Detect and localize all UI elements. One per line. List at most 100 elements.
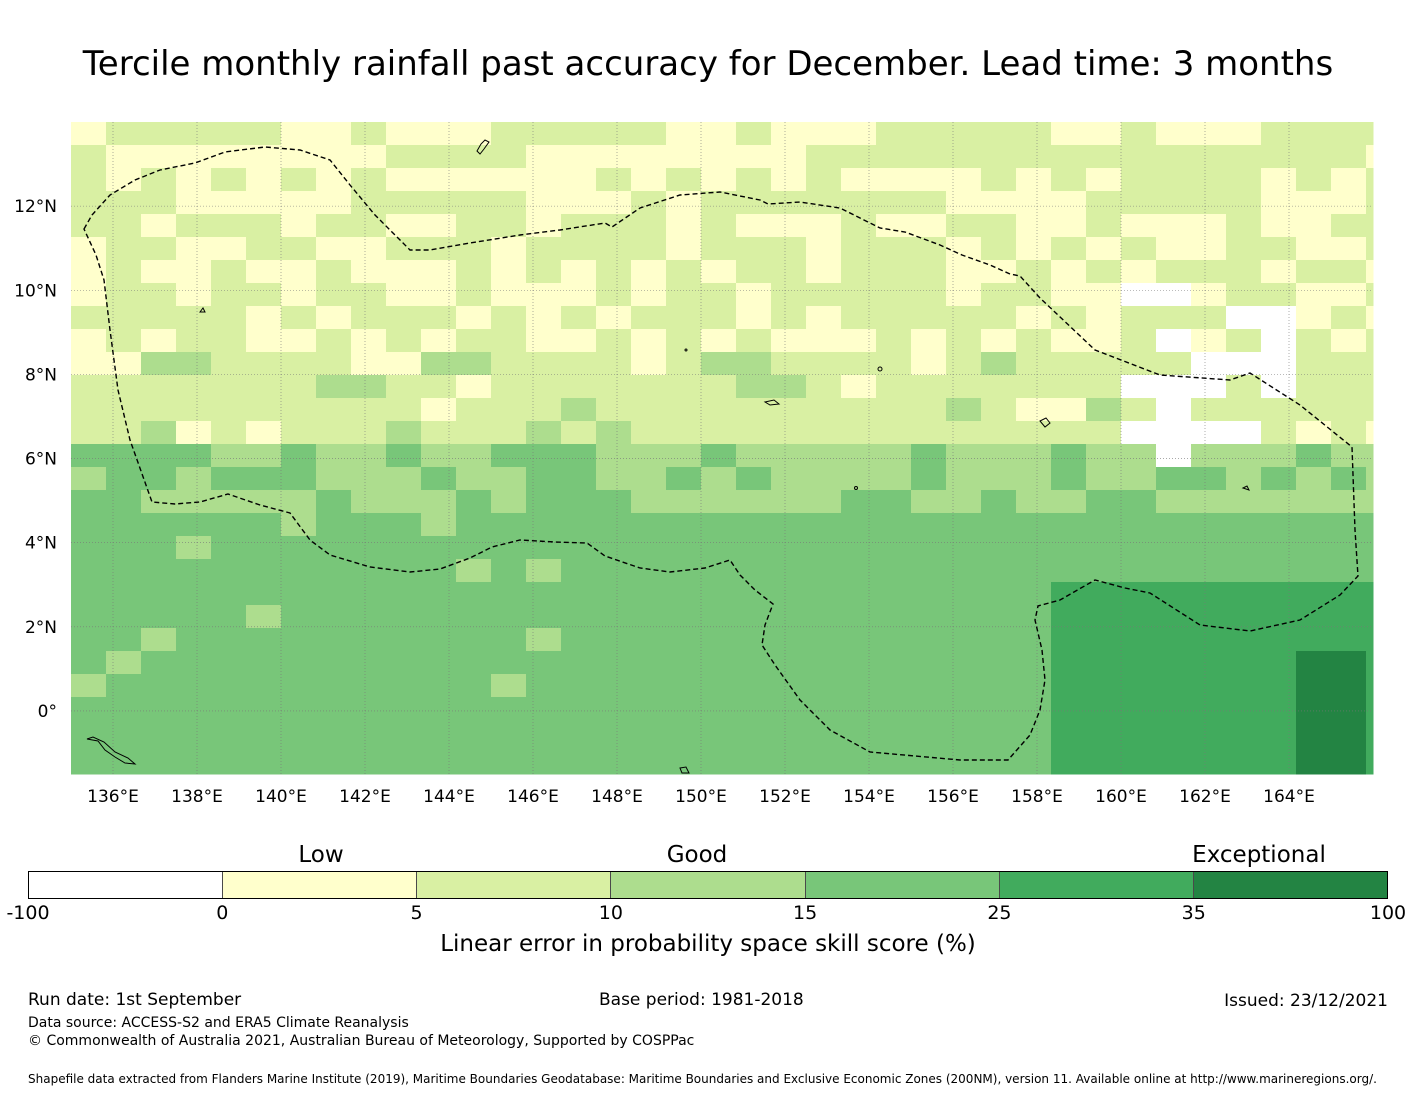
grid-cell — [211, 421, 247, 445]
grid-cell — [526, 168, 562, 192]
grid-cell — [246, 306, 282, 330]
grid-cell — [1331, 122, 1367, 146]
grid-cell — [1296, 352, 1332, 376]
grid-cell — [561, 605, 597, 629]
grid-cell — [736, 122, 772, 146]
grid-cell — [526, 467, 562, 491]
grid-cell — [246, 467, 282, 491]
grid-cell — [176, 237, 212, 261]
grid-cell — [841, 513, 877, 537]
grid-cell — [561, 375, 597, 399]
grid-cell — [176, 766, 212, 775]
grid-cell — [876, 697, 912, 721]
grid-cell — [71, 720, 107, 744]
grid-cell — [1191, 306, 1227, 330]
grid-cell — [106, 720, 142, 744]
grid-cell — [631, 168, 667, 192]
grid-cell — [526, 122, 562, 146]
grid-cell — [71, 582, 107, 606]
grid-cell — [631, 559, 667, 583]
grid-cell — [386, 697, 422, 721]
grid-cell — [876, 559, 912, 583]
grid-cell — [246, 605, 282, 629]
grid-cell — [106, 398, 142, 422]
grid-cell — [1331, 766, 1367, 775]
grid-cell — [316, 513, 352, 537]
grid-cell — [1366, 743, 1374, 767]
colorbar-tick-label: 0 — [216, 902, 229, 924]
grid-cell — [386, 237, 422, 261]
grid-cell — [1051, 743, 1087, 767]
grid-cell — [1156, 283, 1192, 307]
grid-cell — [316, 283, 352, 307]
grid-cell — [281, 122, 317, 146]
grid-cell — [1296, 122, 1332, 146]
grid-cell — [1121, 329, 1157, 353]
grid-cell — [666, 697, 702, 721]
grid-cell — [946, 145, 982, 169]
longitude-tick-label: 162°E — [1179, 787, 1231, 807]
grid-cell — [701, 329, 737, 353]
grid-cell — [1331, 697, 1367, 721]
grid-cell — [771, 628, 807, 652]
grid-cell — [71, 375, 107, 399]
grid-cell — [1121, 536, 1157, 560]
grid-cell — [666, 375, 702, 399]
grid-cell — [946, 306, 982, 330]
grid-cell — [526, 628, 562, 652]
grid-cell — [1156, 605, 1192, 629]
grid-cell — [981, 168, 1017, 192]
grid-cell — [491, 283, 527, 307]
grid-cell — [701, 674, 737, 698]
grid-cell — [596, 283, 632, 307]
grid-cell — [596, 237, 632, 261]
grid-cell — [1016, 352, 1052, 376]
grid-cell — [141, 536, 177, 560]
grid-cell — [841, 421, 877, 445]
grid-cell — [1191, 720, 1227, 744]
grid-cell — [246, 145, 282, 169]
grid-cell — [806, 697, 842, 721]
grid-cell — [141, 122, 177, 146]
grid-cell — [596, 720, 632, 744]
grid-cell — [316, 237, 352, 261]
grid-cell — [561, 582, 597, 606]
grid-cell — [316, 122, 352, 146]
grid-cell — [1366, 352, 1374, 376]
grid-cell — [316, 743, 352, 767]
latitude-tick-label: 8°N — [25, 365, 57, 385]
grid-cell — [876, 329, 912, 353]
grid-cell — [596, 191, 632, 215]
grid-cell — [1051, 766, 1087, 775]
grid-cell — [561, 559, 597, 583]
grid-cell — [71, 306, 107, 330]
grid-cell — [981, 444, 1017, 468]
grid-cell — [1261, 674, 1297, 698]
grid-cell — [981, 145, 1017, 169]
grid-cell — [806, 766, 842, 775]
grid-cell — [281, 605, 317, 629]
grid-cell — [1016, 122, 1052, 146]
grid-cell — [281, 398, 317, 422]
grid-cell — [666, 490, 702, 514]
grid-cell — [246, 283, 282, 307]
grid-cell — [491, 444, 527, 468]
grid-cell — [246, 375, 282, 399]
grid-cell — [491, 628, 527, 652]
grid-cell — [631, 582, 667, 606]
grid-cell — [1016, 467, 1052, 491]
grid-cell — [1086, 651, 1122, 675]
grid-cell — [1156, 766, 1192, 775]
grid-cell — [281, 536, 317, 560]
grid-cell — [351, 605, 387, 629]
grid-cell — [421, 490, 457, 514]
grid-cell — [1366, 605, 1374, 629]
grid-cell — [351, 237, 387, 261]
grid-cell — [386, 145, 422, 169]
grid-cell — [1191, 283, 1227, 307]
grid-cell — [176, 444, 212, 468]
grid-cell — [876, 122, 912, 146]
grid-cell — [316, 191, 352, 215]
grid-cell — [1016, 628, 1052, 652]
grid-cell — [666, 444, 702, 468]
